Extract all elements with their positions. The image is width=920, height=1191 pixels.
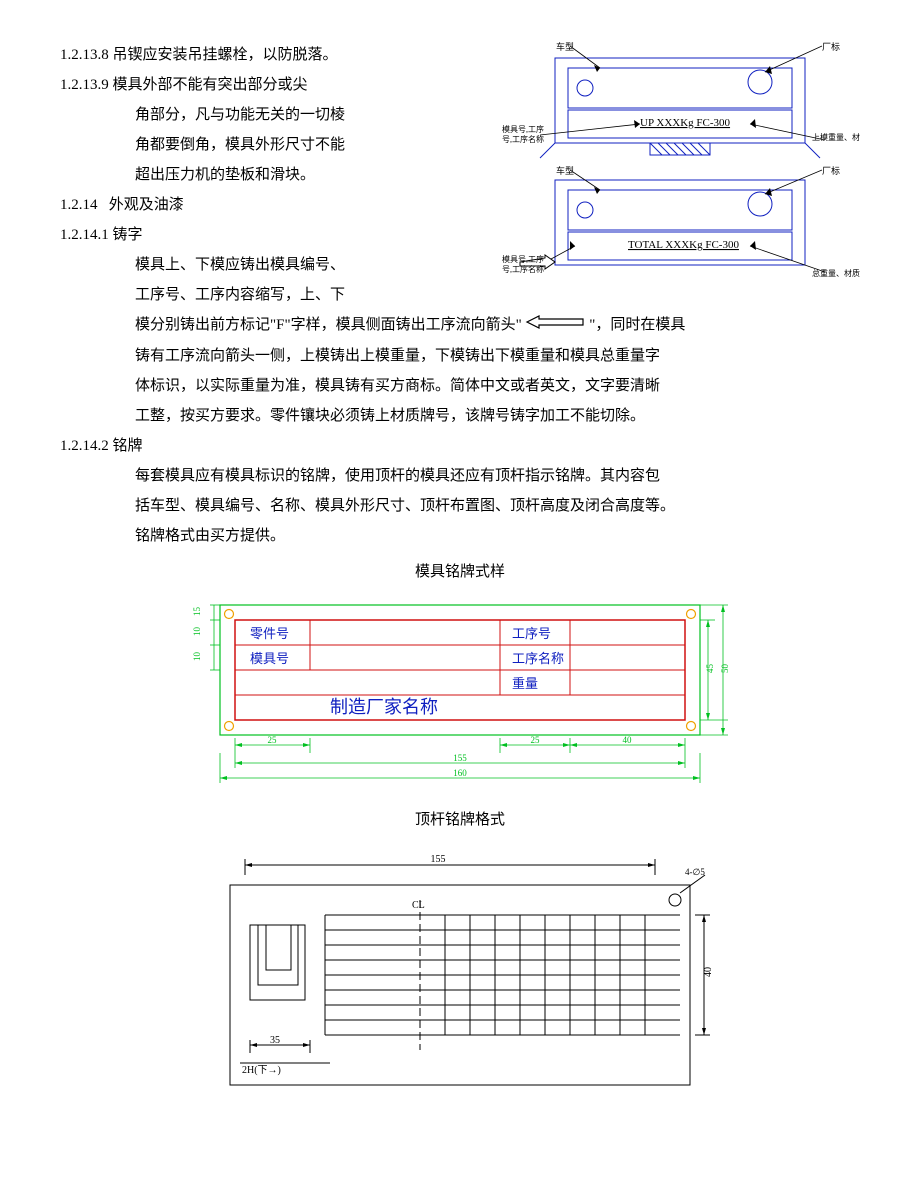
sectext-2a: 模具外部不能有突出部分或尖 [113, 77, 308, 93]
secnum-3: 1.2.14 [60, 190, 98, 220]
plate-up-text: UP XXXKg FC-300 [640, 117, 731, 129]
secnum-4: 1.2.14.1 [60, 220, 109, 250]
dim-r1: 45 [705, 663, 715, 673]
label-mojuhao-2b: 号,工序名称 [502, 264, 544, 274]
dim-bt1: 155 [453, 753, 467, 763]
svg-text:4-∅5: 4-∅5 [685, 867, 705, 877]
flow-arrow-icon [525, 311, 585, 341]
ejector-diagram: 155 CL 35 2H(下→) 40 4-∅5 [180, 845, 740, 1106]
s4-l3: 模分别铸出前方标记"F"字样，模具侧面铸出工序流向箭头" "，同时在模具 [60, 310, 860, 341]
label-chexing-2: 车型 [556, 165, 574, 176]
secnum-5: 1.2.14.2 [60, 431, 109, 461]
np-weight: 重量 [512, 676, 538, 691]
nameplate-diagram: 零件号 模具号 工序号 工序名称 重量 制造厂家名称 15 10 10 [180, 593, 740, 799]
caption-nameplate: 模具铭牌式样 [60, 557, 860, 587]
label-upweight: 上模重量、材质 [812, 132, 860, 142]
plate-total-text: TOTAL XXXKg FC-300 [628, 239, 739, 251]
sectitle-5: 铭牌 [113, 438, 143, 454]
np-moldno: 模具号 [250, 651, 289, 666]
s4-l3a: 模分别铸出前方标记"F"字样，模具侧面铸出工序流向箭头" [135, 317, 522, 333]
dim-b3: 40 [623, 735, 633, 745]
np-partno: 零件号 [250, 626, 289, 641]
dim-bt2: 160 [453, 768, 467, 778]
sectitle-3: 外观及油漆 [109, 197, 184, 213]
s5-l1: 每套模具应有模具标识的铭牌，使用顶杆的模具还应有顶杆指示铭牌。其内容包 [60, 461, 860, 491]
ej-dim-top: 155 [431, 854, 446, 865]
ej-dim-lb: 2H(下→) [242, 1065, 281, 1076]
mold-side-diagram: 车型 厂标 模具号,工序 号,工序名称 UP XXXKg FC-300 上模重量… [500, 40, 860, 290]
secnum-1: 1.2.13.8 [60, 40, 109, 70]
s4-l3b: "，同时在模具 [589, 317, 685, 333]
s5-l3: 铭牌格式由买方提供。 [60, 521, 860, 551]
ej-cl: CL [412, 900, 425, 911]
np-mfg: 制造厂家名称 [330, 697, 438, 717]
label-chexing-1: 车型 [556, 41, 574, 52]
ej-dim-la: 35 [270, 1035, 280, 1046]
s5-l2: 括车型、模具编号、名称、模具外形尺寸、顶杆布置图、顶杆高度及闭合高度等。 [60, 491, 860, 521]
caption-ejector: 顶杆铭牌格式 [60, 805, 860, 835]
dim-lh2: 10 [192, 626, 202, 636]
dim-lh1: 15 [192, 606, 202, 616]
sectext-1: 吊锲应安装吊挂螺栓，以防脱落。 [113, 47, 338, 63]
label-totalweight: 总重量、材质 [812, 268, 860, 278]
sectitle-4: 铸字 [113, 227, 143, 243]
para-1-2-14-2: 1.2.14.2 铭牌 [60, 431, 860, 461]
dim-lh3: 10 [192, 651, 202, 661]
label-changbiao-1: 厂标 [822, 41, 840, 52]
s4-l6: 工整，按买方要求。零件镶块必须铸上材质牌号，该牌号铸字加工不能切除。 [60, 401, 860, 431]
s4-l4: 铸有工序流向箭头一侧，上模铸出上模重量，下模铸出下模重量和模具总重量字 [60, 341, 860, 371]
label-mojuhao-2a: 模具号,工序 [502, 254, 544, 264]
label-changbiao-2: 厂标 [822, 165, 840, 176]
ej-dim-ra: 40 [703, 967, 714, 977]
s4-l5: 体标识，以实际重量为准，模具铸有买方商标。简体中文或者英文，文字要清晰 [60, 371, 860, 401]
dim-b1: 25 [268, 735, 278, 745]
label-mojuhao-1b: 号,工序名称 [502, 134, 544, 144]
dim-b2: 25 [531, 735, 541, 745]
label-mojuhao-1a: 模具号,工序 [502, 124, 544, 134]
dim-r2: 50 [720, 663, 730, 673]
np-opno: 工序号 [512, 626, 551, 641]
np-opname: 工序名称 [512, 651, 564, 666]
secnum-2: 1.2.13.9 [60, 70, 109, 100]
